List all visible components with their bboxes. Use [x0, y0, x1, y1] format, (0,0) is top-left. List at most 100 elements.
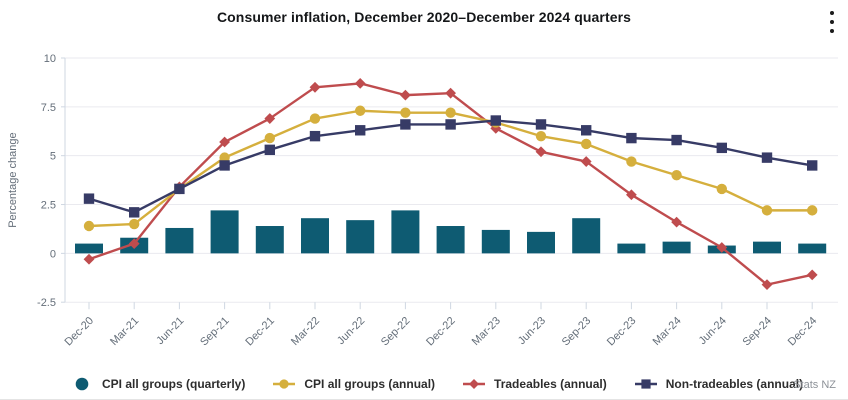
point-marker[interactable] [445, 107, 456, 118]
bar[interactable] [210, 210, 239, 254]
kebab-menu-icon[interactable] [825, 11, 839, 33]
point-marker[interactable] [83, 193, 95, 204]
point-marker[interactable] [671, 170, 682, 181]
legend-line-circle-marker-icon [273, 379, 296, 389]
bar[interactable] [346, 220, 375, 254]
point-marker[interactable] [716, 242, 728, 253]
point-marker[interactable] [309, 81, 321, 93]
bar[interactable] [527, 231, 555, 254]
point-marker[interactable] [309, 130, 321, 142]
point-marker[interactable] [264, 144, 275, 156]
point-marker[interactable] [490, 115, 501, 126]
point-marker[interactable] [535, 130, 547, 142]
bar[interactable] [572, 218, 601, 254]
point-marker[interactable] [400, 119, 411, 130]
point-marker[interactable] [445, 119, 456, 130]
point-marker[interactable] [309, 113, 321, 124]
point-marker[interactable] [355, 125, 366, 136]
legend-label: Tradeables (annual) [494, 377, 607, 391]
point-marker[interactable] [807, 205, 818, 216]
point-marker[interactable] [626, 189, 637, 201]
x-tick-label: Jun-23 [516, 315, 548, 347]
bar[interactable] [481, 229, 510, 254]
legend-item-cpi-annual[interactable]: CPI all groups (annual) [272, 377, 435, 391]
legend-item-cpi-quarterly[interactable]: CPI all groups (quarterly) [70, 377, 245, 391]
x-tick-label: Sep-22 [379, 315, 413, 349]
x-tick-label: Sep-21 [198, 315, 232, 349]
point-marker[interactable] [354, 77, 366, 89]
chart-title: Consumer inflation, December 2020–Decemb… [216, 9, 632, 25]
y-axis-title: Percentage change [7, 132, 19, 227]
point-marker[interactable] [129, 218, 140, 230]
point-marker[interactable] [219, 152, 230, 163]
kebab-dot [830, 11, 834, 15]
legend-circle-marker-icon [75, 377, 89, 391]
point-marker[interactable] [83, 220, 95, 232]
x-tick-label: Jun-22 [335, 315, 367, 347]
point-marker[interactable] [626, 156, 637, 167]
point-marker[interactable] [581, 138, 592, 150]
bar[interactable] [391, 210, 420, 254]
legend-item-tradeables[interactable]: Tradeables (annual) [462, 377, 607, 391]
point-marker[interactable] [761, 152, 773, 163]
bar[interactable] [255, 226, 284, 254]
y-tick-label: 2.5 [41, 200, 56, 212]
x-tick-label: Mar-23 [470, 315, 503, 348]
point-marker[interactable] [806, 269, 818, 281]
bar[interactable] [301, 218, 329, 254]
point-marker[interactable] [400, 107, 411, 118]
x-tick-label: Sep-24 [741, 315, 775, 349]
legend-line-square-marker-icon [634, 379, 657, 389]
point-marker[interactable] [671, 216, 682, 228]
y-tick-label: 10 [44, 53, 56, 65]
point-marker[interactable] [129, 207, 140, 218]
point-marker[interactable] [535, 119, 547, 130]
bar[interactable] [662, 241, 691, 254]
point-marker[interactable] [761, 205, 773, 216]
point-marker[interactable] [219, 136, 230, 148]
point-marker[interactable] [716, 142, 727, 154]
x-tick-label: Dec-21 [243, 315, 277, 349]
point-marker[interactable] [445, 87, 456, 99]
legend-label: CPI all groups (annual) [304, 377, 436, 391]
bar[interactable] [75, 243, 103, 254]
bar[interactable] [798, 243, 827, 254]
x-tick-label: Mar-24 [651, 315, 684, 348]
bar[interactable] [436, 226, 465, 254]
x-tick-label: Jun-24 [697, 315, 729, 347]
point-marker[interactable] [264, 132, 275, 144]
chart-legend: CPI all groups (quarterly) CPI all group… [70, 374, 803, 394]
point-marker[interactable] [174, 183, 185, 195]
point-marker[interactable] [761, 279, 773, 291]
kebab-dot [830, 29, 834, 33]
point-marker[interactable] [264, 113, 276, 124]
point-marker[interactable] [535, 146, 547, 158]
y-tick-label: 0 [50, 248, 56, 260]
legend-label: Non-tradeables (annual) [665, 377, 804, 391]
point-marker[interactable] [219, 160, 230, 171]
point-marker[interactable] [355, 105, 366, 116]
point-marker[interactable] [83, 253, 95, 265]
x-tick-label: Dec-20 [63, 315, 97, 349]
point-marker[interactable] [716, 183, 727, 195]
point-marker[interactable] [807, 160, 818, 171]
legend-item-non-tradeables[interactable]: Non-tradeables (annual) [634, 377, 803, 391]
point-marker[interactable] [580, 156, 592, 167]
x-tick-label: Mar-21 [108, 315, 141, 348]
point-marker[interactable] [626, 132, 637, 144]
x-tick-label: Dec-24 [786, 315, 820, 349]
x-tick-label: Mar-22 [289, 315, 322, 348]
bar[interactable] [165, 227, 194, 254]
line-square [88, 119, 813, 214]
point-marker[interactable] [400, 89, 411, 101]
x-tick-label: Dec-22 [424, 315, 458, 349]
bar[interactable] [753, 241, 781, 254]
y-tick-label: 7.5 [41, 102, 56, 114]
point-marker[interactable] [128, 238, 140, 249]
stats-nz-attribution: Stats NZ [793, 379, 836, 391]
point-marker[interactable] [581, 125, 592, 136]
point-marker[interactable] [671, 134, 682, 146]
bar[interactable] [617, 243, 646, 254]
